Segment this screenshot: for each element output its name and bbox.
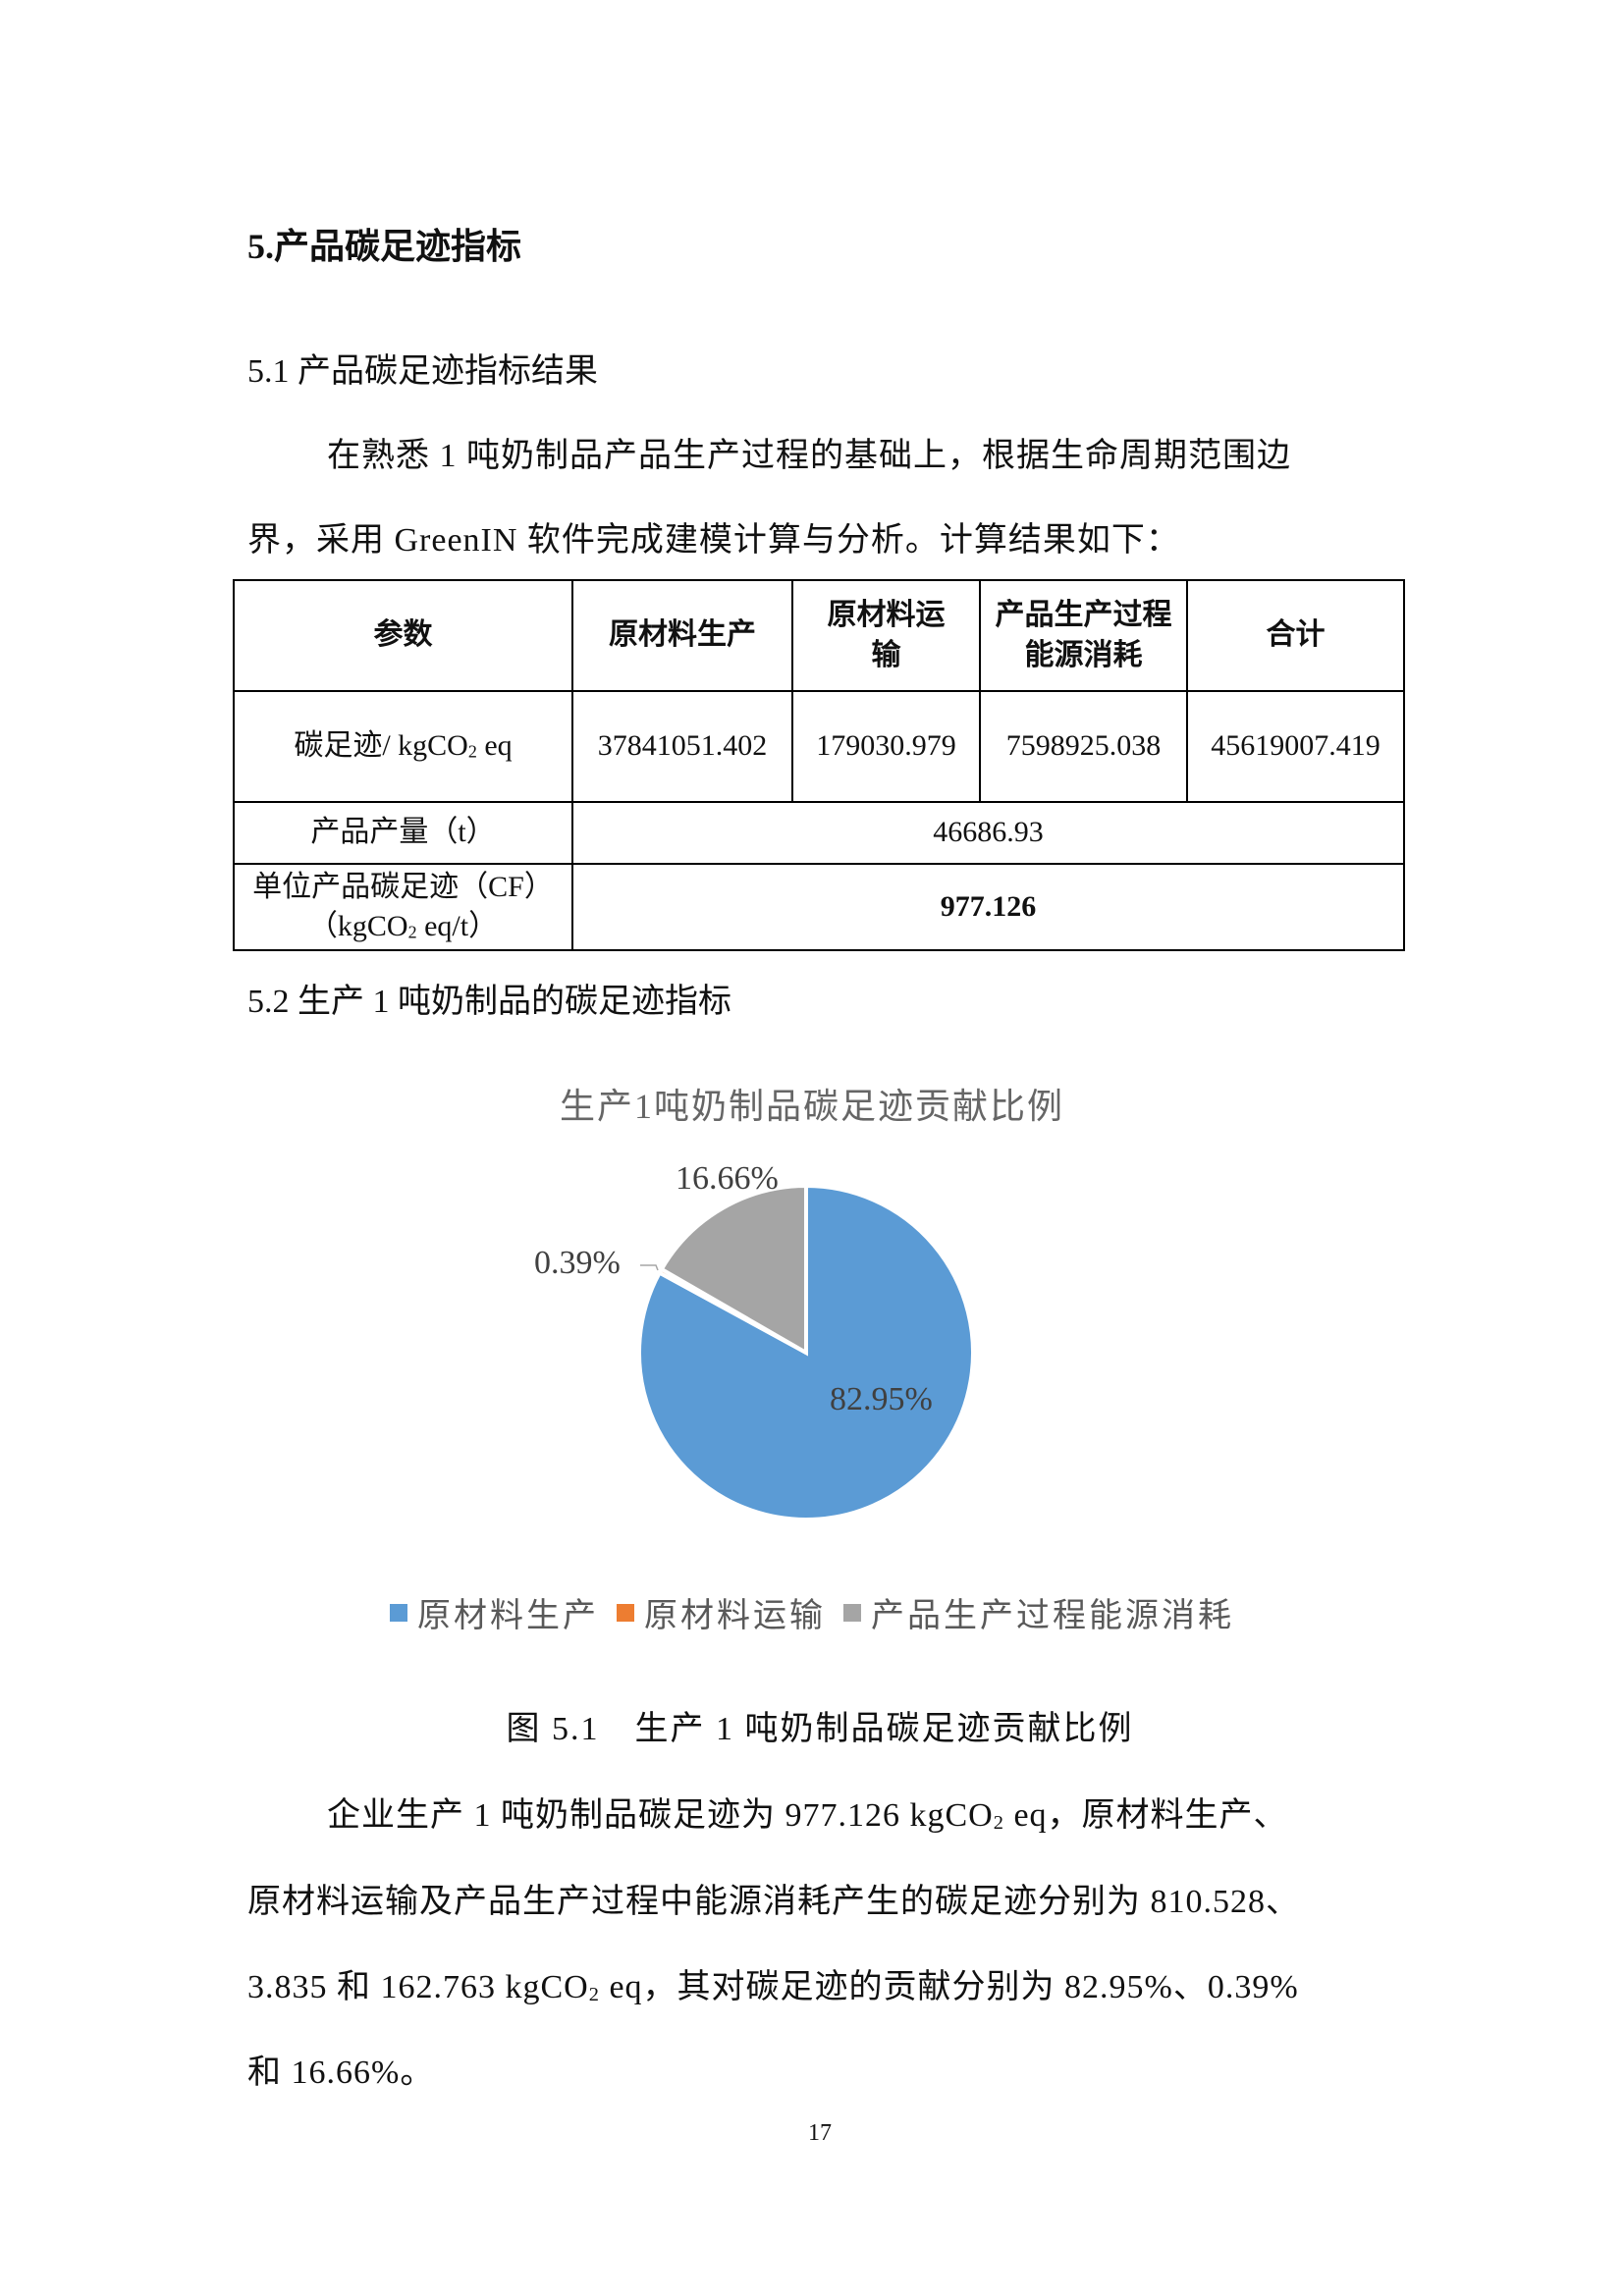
header-cell: 参数 xyxy=(233,579,573,692)
table-row: 单位产品碳足迹（CF） （kgCO2 eq/t） 977.126 xyxy=(233,863,1405,951)
data-label: 82.95% xyxy=(830,1381,933,1417)
leader-line xyxy=(640,1264,659,1271)
legend-swatch xyxy=(843,1603,861,1622)
table-cell: 977.126 xyxy=(571,863,1405,951)
results-table: 参数 原材料生产 原材料运输 产品生产过程能源消耗 合计 碳足迹/ kgCO2 … xyxy=(233,579,1405,951)
section-heading: 5.产品碳足迹指标 xyxy=(247,227,522,266)
table-cell: 37841051.402 xyxy=(571,690,793,803)
table-cell: 46686.93 xyxy=(571,801,1405,865)
data-label: 0.39% xyxy=(534,1245,621,1281)
table-cell: 7598925.038 xyxy=(979,690,1188,803)
legend-item: 原材料运输 xyxy=(617,1588,826,1636)
chart-title: 生产1吨奶制品碳足迹贡献比例 xyxy=(559,1087,1064,1126)
legend-item: 原材料生产 xyxy=(390,1588,599,1636)
data-label: 16.66% xyxy=(676,1160,779,1197)
legend-swatch xyxy=(617,1603,634,1622)
table-cell: 179030.979 xyxy=(791,690,981,803)
legend-label: 原材料运输 xyxy=(644,1598,826,1634)
legend-label: 原材料生产 xyxy=(417,1598,599,1634)
header-cell: 原材料运输 xyxy=(791,579,981,692)
intro-line-2: 界，采用 GreenIN 软件完成建模计算与分析。计算结果如下： xyxy=(247,522,1180,559)
subsection-heading-5-2: 5.2 生产 1 吨奶制品的碳足迹指标 xyxy=(247,984,731,1020)
table-row: 碳足迹/ kgCO2 eq 37841051.402 179030.979 75… xyxy=(233,690,1405,803)
header-cell: 原材料生产 xyxy=(571,579,793,692)
legend-item: 产品生产过程能源消耗 xyxy=(843,1588,1234,1636)
conclusion-line-4: 和 16.66%。 xyxy=(247,2055,435,2091)
header-cell: 产品生产过程能源消耗 xyxy=(979,579,1188,692)
conclusion-line-2: 原材料运输及产品生产过程中能源消耗产生的碳足迹分别为 810.528、 xyxy=(247,1884,1300,1920)
legend-label: 产品生产过程能源消耗 xyxy=(871,1598,1234,1634)
intro-line-1: 在熟悉 1 吨奶制品产品生产过程的基础上，根据生命周期范围边 xyxy=(327,438,1291,474)
table-cell: 45619007.419 xyxy=(1186,690,1405,803)
conclusion-line-1: 企业生产 1 吨奶制品碳足迹为 977.126 kgCO2 eq，原材料生产、 xyxy=(327,1797,1288,1835)
chart-legend: 原材料生产 原材料运输 产品生产过程能源消耗 xyxy=(0,1588,1624,1636)
conclusion-line-3: 3.835 和 162.763 kgCO2 eq，其对碳足迹的贡献分别为 82.… xyxy=(247,1969,1299,2006)
figure-caption: 图 5.1 生产 1 吨奶制品碳足迹贡献比例 xyxy=(506,1711,1134,1747)
legend-swatch xyxy=(390,1603,407,1622)
page-number: 17 xyxy=(808,2120,832,2146)
pie-slice-1 xyxy=(637,1183,975,1522)
row-label: 单位产品碳足迹（CF） （kgCO2 eq/t） xyxy=(233,863,573,951)
header-cell: 合计 xyxy=(1186,579,1405,692)
row-label: 碳足迹/ kgCO2 eq xyxy=(233,690,573,803)
pie-slice-3 xyxy=(659,1183,808,1357)
row-label: 产品产量（t） xyxy=(233,801,573,865)
table-row: 产品产量（t） 46686.93 xyxy=(233,801,1405,865)
subsection-heading-5-1: 5.1 产品碳足迹指标结果 xyxy=(247,353,598,390)
table-header-row: 参数 原材料生产 原材料运输 产品生产过程能源消耗 合计 xyxy=(233,579,1405,692)
